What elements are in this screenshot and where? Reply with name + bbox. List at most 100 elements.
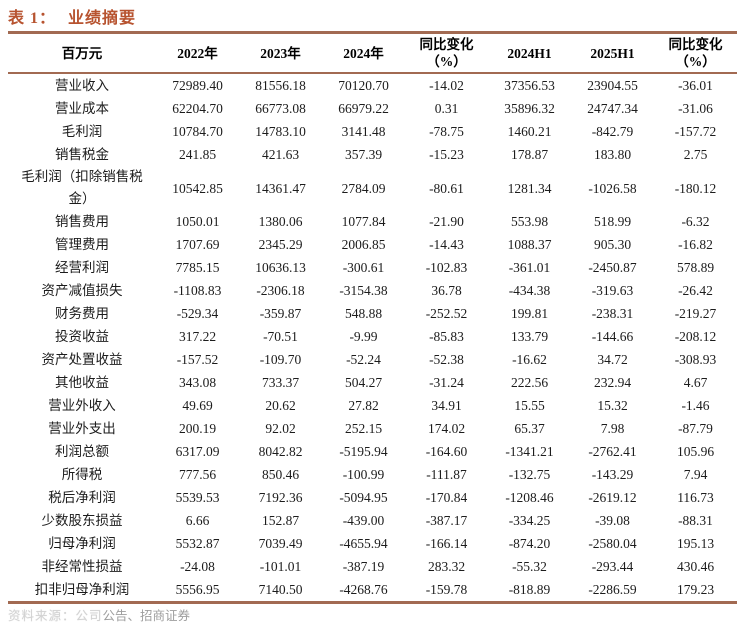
cell-value: 1380.06 (258, 214, 303, 229)
table-row: 经营利润 7785.15 10636.13 -300.61 -102.83 -361.01… (8, 256, 737, 279)
cell-value: -208.12 (674, 329, 717, 344)
cell-value: -15.23 (429, 147, 464, 162)
cell-value: 24747.34 (587, 101, 638, 116)
table-row: 资产处置收益 -157.52 -109.70 -52.24 -52.38 -16.62 34… (8, 348, 737, 371)
table-row: 归母净利润 5532.87 7039.49 -4655.94 -166.14 -874.2… (8, 532, 737, 555)
cell-value: -2762.41 (588, 444, 637, 459)
cell-value: -842.79 (591, 124, 634, 139)
row-label: 非经常性损益 (41, 558, 123, 574)
cell-value: -39.08 (595, 513, 630, 528)
row-label: 营业收入 (55, 77, 109, 93)
table-row: 营业收入 72989.40 81556.18 70120.70 -14.02 37356.… (8, 73, 737, 97)
cell-value: -2286.59 (588, 582, 637, 597)
cell-value: -26.42 (678, 283, 713, 298)
cell-value: -24.08 (180, 559, 215, 574)
cell-value: -387.19 (342, 559, 385, 574)
col-header-yoy-annual: 同比变化 （%） (405, 34, 488, 74)
table-caption-number: 表 1： (8, 10, 57, 27)
row-label: 所得税 (61, 466, 103, 482)
cell-value: -6.32 (681, 214, 710, 229)
cell-value: 504.27 (344, 375, 383, 390)
table-row: 税后净利润 5539.53 7192.36 -5094.95 -170.84 -1208.… (8, 486, 737, 509)
cell-value: -1108.83 (173, 283, 222, 298)
cell-value: 3141.48 (341, 124, 386, 139)
cell-value: 232.94 (593, 375, 632, 390)
cell-value: 1077.84 (341, 214, 386, 229)
cell-value: 6317.09 (175, 444, 220, 459)
cell-value: -109.70 (259, 352, 302, 367)
cell-value: -4268.76 (339, 582, 388, 597)
cell-value: 7140.50 (258, 582, 303, 597)
cell-value: -5094.95 (339, 490, 388, 505)
cell-value: -1341.21 (505, 444, 554, 459)
cell-value: 81556.18 (255, 78, 306, 93)
cell-value: 2784.09 (341, 180, 386, 196)
cell-value: 65.37 (514, 421, 545, 436)
cell-value: 1281.34 (507, 180, 552, 196)
cell-value: -2580.04 (588, 536, 637, 551)
cell-value: 66773.08 (255, 101, 306, 116)
row-label: 毛利润 (61, 123, 103, 139)
cell-value: 10636.13 (255, 260, 306, 275)
cell-value: -55.32 (512, 559, 547, 574)
cell-value: 0.31 (434, 101, 459, 116)
table-row: 扣非归母净利润 5556.95 7140.50 -4268.76 -159.78 -818… (8, 578, 737, 601)
table-row: 投资收益 317.22 -70.51 -9.99 -85.83 133.79 -144.66… (8, 325, 737, 348)
row-label: 销售税金 (55, 146, 109, 162)
cell-value: 4.67 (683, 375, 708, 390)
table-row: 销售税金 241.85 421.63 357.39 -15.23 178.87 183.80… (8, 143, 737, 166)
cell-value: 179.23 (676, 582, 715, 597)
cell-value: -9.99 (349, 329, 378, 344)
cell-value: 2006.85 (341, 237, 386, 252)
table-row: 营业外收入 49.69 20.62 27.82 34.91 15.55 15.32 -1.46 (8, 394, 737, 417)
row-label: 营业外收入 (48, 397, 116, 413)
col-header-2023: 2023年 (239, 34, 322, 74)
table-row: 其他收益 343.08 733.37 504.27 -31.24 222.56 232.94… (8, 371, 737, 394)
cell-value: -874.20 (508, 536, 551, 551)
cell-value: 15.55 (514, 398, 545, 413)
cell-value: -159.78 (425, 582, 468, 597)
cell-value: 777.56 (178, 467, 217, 482)
cell-value: -1.46 (681, 398, 710, 413)
cell-value: -252.52 (425, 306, 468, 321)
table-row: 营业外支出 200.19 92.02 252.15 174.02 65.37 7.98 -87… (8, 417, 737, 440)
cell-value: 6.66 (185, 513, 210, 528)
row-label: 营业外支出 (48, 420, 116, 436)
cell-value: 174.02 (427, 421, 466, 436)
cell-value: -16.82 (678, 237, 713, 252)
cell-value: 357.39 (344, 147, 383, 162)
cell-value: -111.87 (426, 467, 467, 482)
cell-value: 37356.53 (504, 78, 555, 93)
cell-value: 34.72 (597, 352, 628, 367)
cell-value: 578.89 (676, 260, 715, 275)
cell-value: 92.02 (265, 421, 296, 436)
cell-value: -1026.58 (588, 180, 637, 196)
cell-value: 152.87 (261, 513, 300, 528)
cell-value: -144.66 (591, 329, 634, 344)
cell-value: -87.79 (678, 421, 713, 436)
cell-value: 72989.40 (172, 78, 223, 93)
cell-value: 7192.36 (258, 490, 303, 505)
cell-value: 283.32 (427, 559, 466, 574)
cell-value: 421.63 (261, 147, 300, 162)
cell-value: -85.83 (429, 329, 464, 344)
cell-value: 23904.55 (587, 78, 638, 93)
cell-value: -4655.94 (339, 536, 388, 551)
col-header-2022: 2022年 (156, 34, 239, 74)
cell-value: 553.98 (510, 214, 549, 229)
cell-value: 14783.10 (255, 124, 306, 139)
col-header-yoy-h1: 同比变化 （%） (654, 34, 737, 74)
cell-value: 850.46 (261, 467, 300, 482)
cell-value: 14361.47 (255, 180, 306, 196)
cell-value: 7785.15 (175, 260, 220, 275)
source-note: 资料来源：公司公告、招商证券 (8, 607, 737, 626)
row-label: 资产减值损失 (41, 282, 123, 298)
cell-value: 1460.21 (507, 124, 552, 139)
cell-value: -52.38 (429, 352, 464, 367)
table-row: 资产减值损失 -1108.83 -2306.18 -3154.38 36.78 -434.… (8, 279, 737, 302)
row-label: 财务费用 (55, 305, 109, 321)
row-label: 投资收益 (55, 328, 109, 344)
row-label: 其他收益 (55, 374, 109, 390)
table-row: 毛利润（扣除销售税金） 10542.85 14361.47 2784.09 -80.61… (8, 166, 737, 210)
cell-value: -1208.46 (505, 490, 554, 505)
